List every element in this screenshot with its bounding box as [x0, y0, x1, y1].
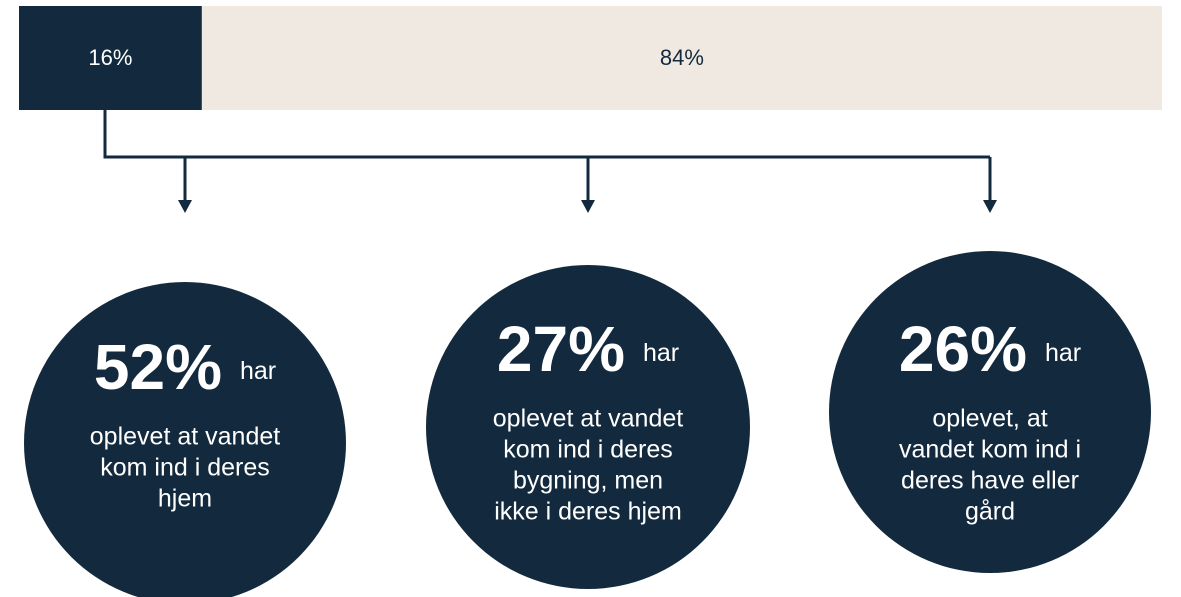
- description-line: oplevet, at: [932, 405, 1047, 433]
- headline: 52% har: [94, 331, 276, 403]
- big-number: 27%: [497, 313, 625, 385]
- description-line: kom ind i deres: [503, 436, 673, 464]
- description-line: vandet kom ind i: [899, 436, 1081, 464]
- description-line: gård: [965, 498, 1015, 526]
- small-word: har: [643, 339, 679, 367]
- description-line: kom ind i deres: [100, 454, 270, 482]
- description-line: ikke i deres hjem: [494, 498, 682, 526]
- big-number: 52%: [94, 331, 222, 403]
- bar-segment: [201, 6, 1162, 110]
- description-line: hjem: [158, 485, 212, 513]
- segment-label: 16%: [88, 45, 132, 70]
- bar-segment: [19, 6, 202, 110]
- small-word: har: [1045, 339, 1081, 367]
- small-word: har: [240, 357, 276, 385]
- headline: 26% har: [899, 313, 1081, 385]
- description-line: oplevet at vandet: [493, 405, 683, 433]
- headline: 27% har: [497, 313, 679, 385]
- stat-circle: [426, 265, 750, 589]
- description-line: bygning, men: [513, 467, 663, 495]
- arrowhead: [983, 200, 997, 213]
- arrowheads: [178, 200, 997, 213]
- description-line: deres have eller: [901, 467, 1079, 495]
- stat-circle: [24, 282, 346, 597]
- big-number: 26%: [899, 313, 1027, 385]
- connector: [103, 110, 992, 202]
- stat-circle: [829, 251, 1151, 573]
- arrowhead: [581, 200, 595, 213]
- segment-label: 84%: [660, 45, 704, 70]
- arrowhead: [178, 200, 192, 213]
- connector-line: [103, 110, 990, 159]
- description-line: oplevet at vandet: [90, 423, 280, 451]
